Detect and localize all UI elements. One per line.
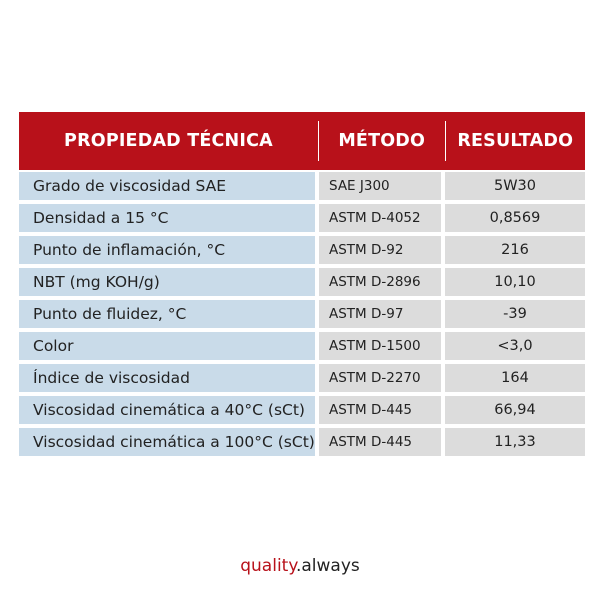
table-row: Grado de viscosidad SAE SAE J300 5W30	[19, 172, 585, 200]
result-cell: <3,0	[445, 332, 585, 360]
method-cell: SAE J300	[319, 172, 441, 200]
method-cell: ASTM D-92	[319, 236, 441, 264]
table-header: PROPIEDAD TÉCNICA MÉTODO RESULTADO	[19, 112, 585, 170]
result-cell: 0,8569	[445, 204, 585, 232]
property-cell: Punto de inflamación, °C	[19, 236, 315, 264]
table-row: Viscosidad cinemática a 40°C (sCt) ASTM …	[19, 396, 585, 424]
method-cell: ASTM D-97	[319, 300, 441, 328]
property-cell: Grado de viscosidad SAE	[19, 172, 315, 200]
header-property: PROPIEDAD TÉCNICA	[64, 131, 273, 151]
header-method: MÉTODO	[338, 131, 426, 151]
header-divider	[444, 121, 446, 161]
result-cell: 66,94	[445, 396, 585, 424]
result-cell: 11,33	[445, 428, 585, 456]
header-divider	[317, 121, 319, 161]
result-cell: 216	[445, 236, 585, 264]
header-result: RESULTADO	[457, 131, 574, 151]
table-row: Punto de fluidez, °C ASTM D-97 -39	[19, 300, 585, 328]
logo-brand: quality	[240, 556, 296, 576]
result-cell: 10,10	[445, 268, 585, 296]
method-cell: ASTM D-1500	[319, 332, 441, 360]
result-cell: 5W30	[445, 172, 585, 200]
property-cell: Punto de fluidez, °C	[19, 300, 315, 328]
table-row: Índice de viscosidad ASTM D-2270 164	[19, 364, 585, 392]
table-row: Color ASTM D-1500 <3,0	[19, 332, 585, 360]
table-row: Viscosidad cinemática a 100°C (sCt) ASTM…	[19, 428, 585, 456]
result-cell: -39	[445, 300, 585, 328]
table-row: Punto de inflamación, °C ASTM D-92 216	[19, 236, 585, 264]
property-cell: Índice de viscosidad	[19, 364, 315, 392]
method-cell: ASTM D-4052	[319, 204, 441, 232]
property-cell: Viscosidad cinemática a 100°C (sCt)	[19, 428, 315, 456]
specs-table: PROPIEDAD TÉCNICA MÉTODO RESULTADO Grado…	[19, 112, 585, 460]
table-row: NBT (mg KOH/g) ASTM D-2896 10,10	[19, 268, 585, 296]
method-cell: ASTM D-2270	[319, 364, 441, 392]
method-cell: ASTM D-2896	[319, 268, 441, 296]
logo-suffix: .always	[295, 556, 360, 576]
table-row: Densidad a 15 °C ASTM D-4052 0,8569	[19, 204, 585, 232]
property-cell: Densidad a 15 °C	[19, 204, 315, 232]
property-cell: Viscosidad cinemática a 40°C (sCt)	[19, 396, 315, 424]
result-cell: 164	[445, 364, 585, 392]
method-cell: ASTM D-445	[319, 428, 441, 456]
property-cell: NBT (mg KOH/g)	[19, 268, 315, 296]
property-cell: Color	[19, 332, 315, 360]
method-cell: ASTM D-445	[319, 396, 441, 424]
brand-logo: quality.always	[0, 556, 600, 576]
